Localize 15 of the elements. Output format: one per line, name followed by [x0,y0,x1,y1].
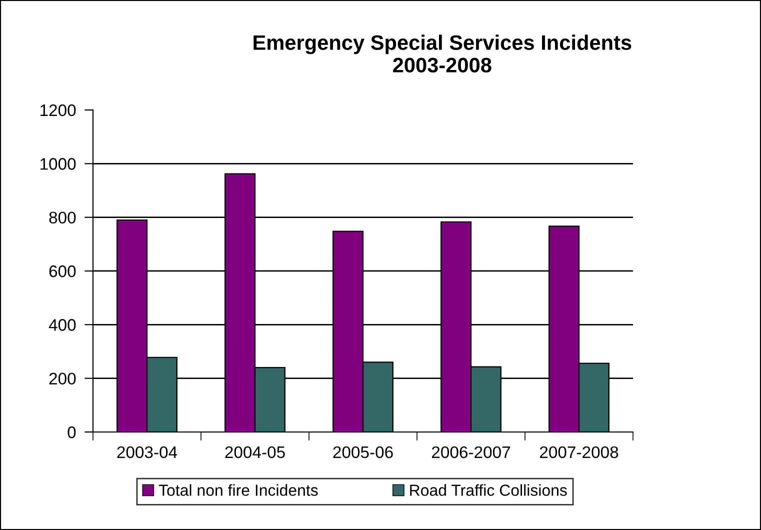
legend-label: Total non fire Incidents [158,484,318,496]
y-tick-label: 600 [49,265,76,278]
x-tick-label: 2005-06 [333,446,393,458]
legend-label: Road Traffic Collisions [410,484,567,496]
y-tick-label: 400 [48,319,76,331]
x-tick-label: 2004-05 [225,446,285,458]
y-tick-label: 800 [49,212,76,224]
chart-title: Emergency Special Services Incidents 2003-2008 [254,34,632,73]
x-tick-label: 2007-2008 [540,446,618,458]
y-tick-label: 0 [68,426,76,438]
x-tick-label: 2003-04 [117,446,178,458]
y-tick-label: 1200 [40,104,76,116]
y-tick-label: 200 [49,372,76,385]
y-tick-label: 1000 [40,158,76,170]
x-tick-label: 2006-2007 [432,446,510,458]
